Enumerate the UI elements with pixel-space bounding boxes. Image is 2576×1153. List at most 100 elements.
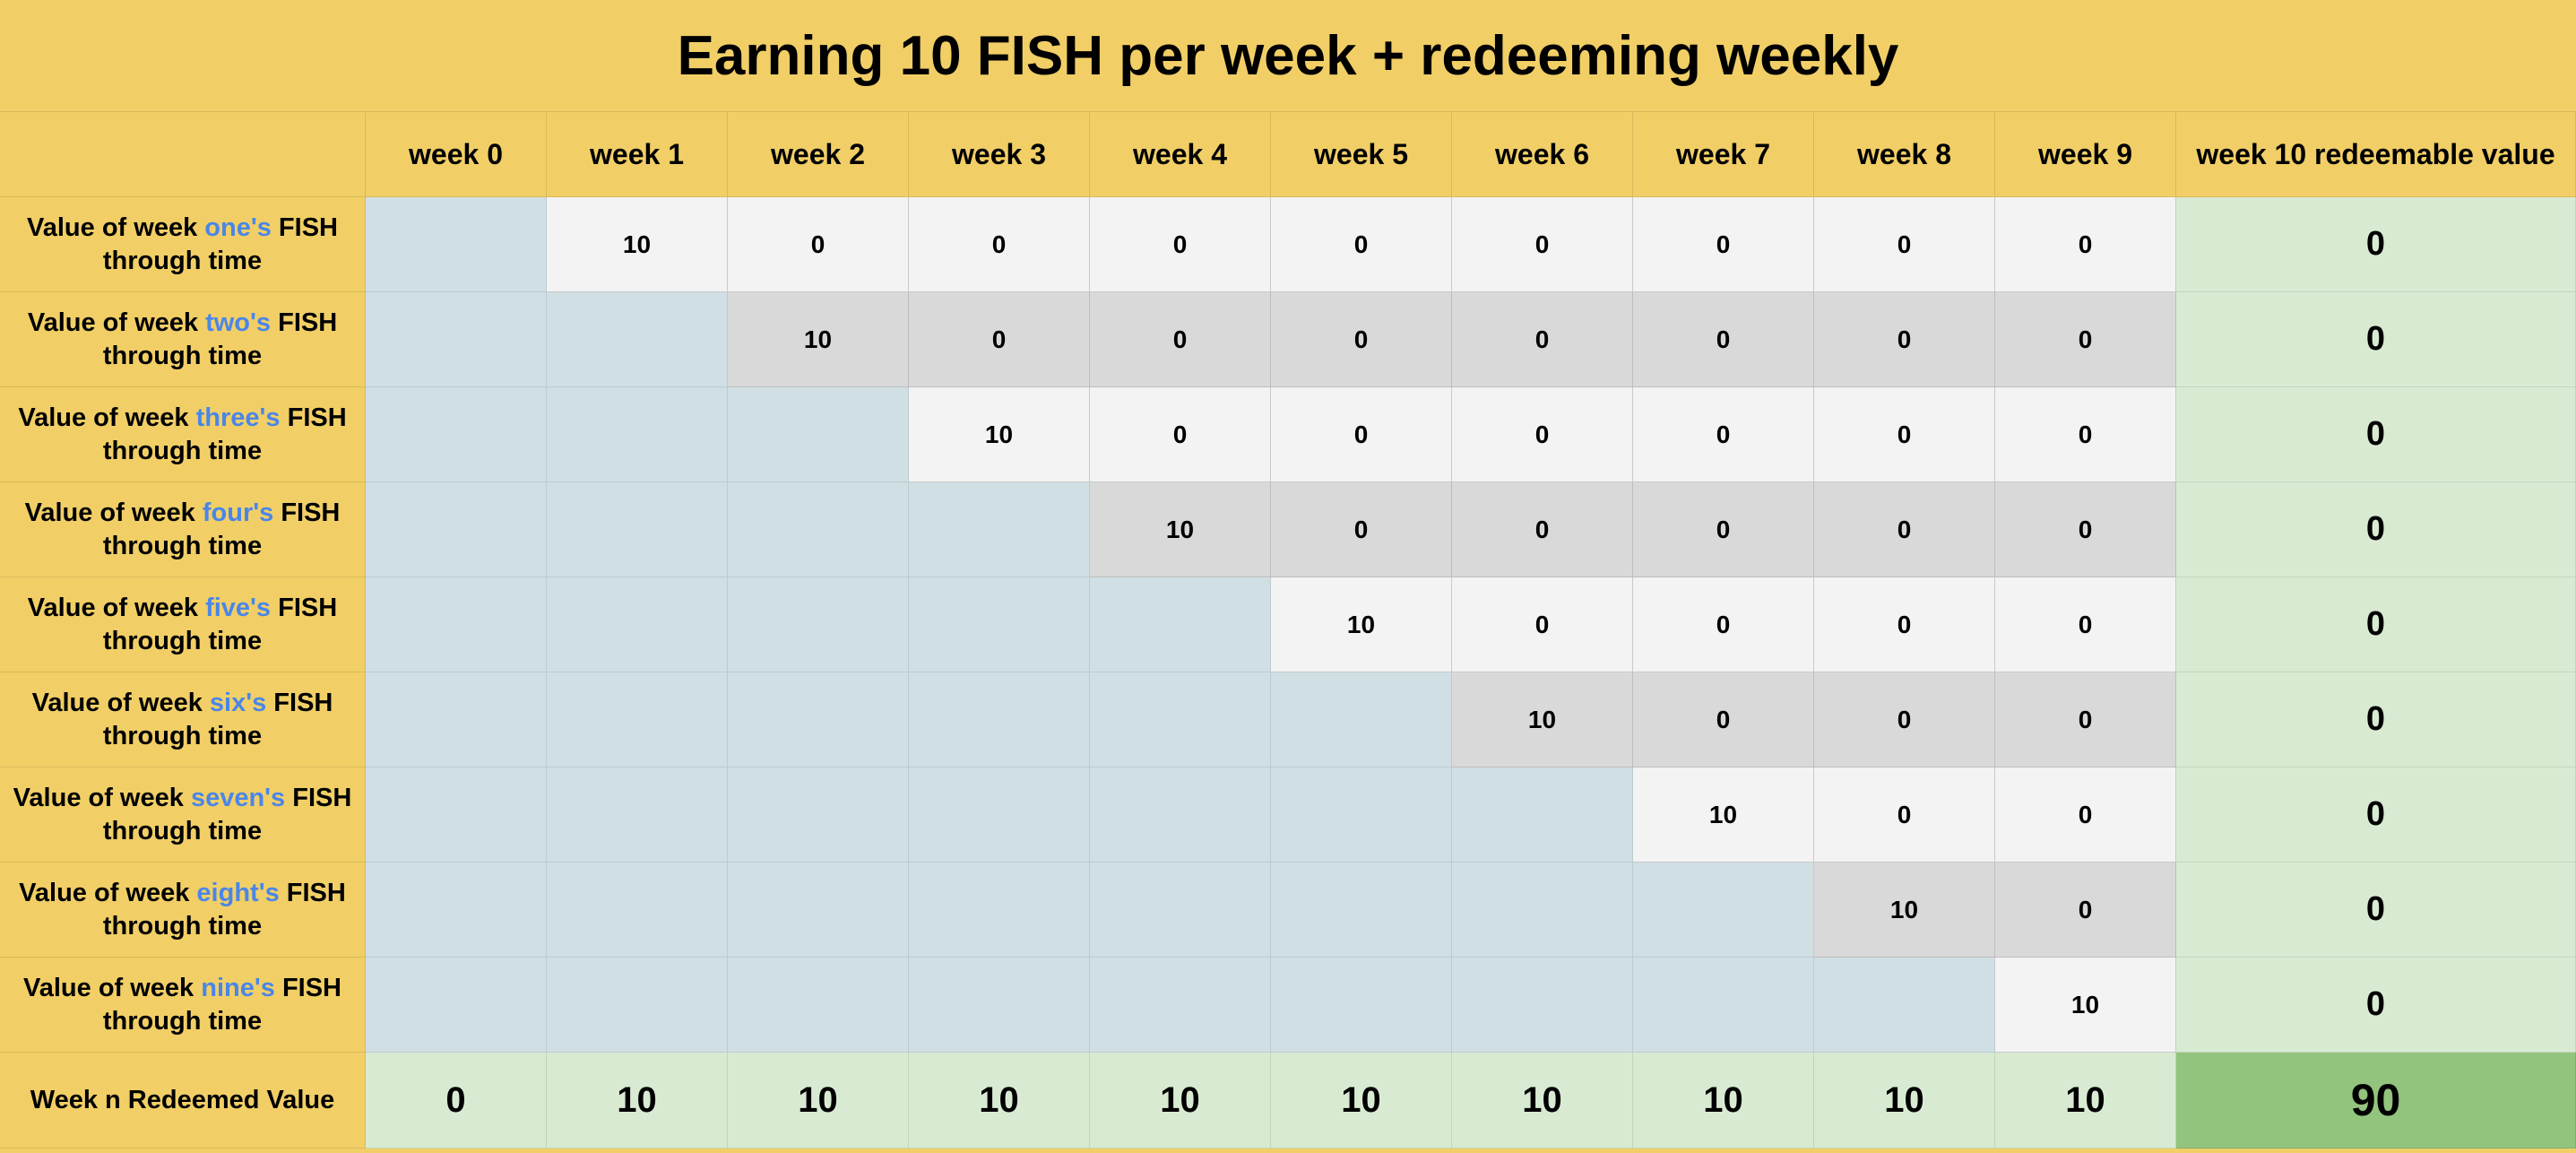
header-week-6[interactable]: week 6 bbox=[1452, 112, 1633, 197]
row-label[interactable]: Value of week nine's FISH through time bbox=[0, 958, 366, 1053]
value-cell[interactable]: 10 bbox=[1633, 767, 1814, 863]
value-cell[interactable]: 0 bbox=[1814, 292, 1995, 387]
empty-cell[interactable] bbox=[1090, 767, 1271, 863]
empty-cell[interactable] bbox=[728, 577, 909, 672]
empty-cell[interactable] bbox=[366, 958, 547, 1053]
empty-cell[interactable] bbox=[547, 292, 728, 387]
empty-cell[interactable] bbox=[547, 387, 728, 482]
value-cell[interactable]: 10 bbox=[1271, 577, 1452, 672]
empty-cell[interactable] bbox=[547, 767, 728, 863]
value-cell[interactable]: 0 bbox=[1633, 292, 1814, 387]
row-label[interactable]: Value of week seven's FISH through time bbox=[0, 767, 366, 863]
value-cell[interactable]: 0 bbox=[1995, 672, 2176, 767]
header-week-7[interactable]: week 7 bbox=[1633, 112, 1814, 197]
empty-cell[interactable] bbox=[366, 672, 547, 767]
empty-cell[interactable] bbox=[1090, 958, 1271, 1053]
value-cell[interactable]: 0 bbox=[1271, 387, 1452, 482]
empty-cell[interactable] bbox=[547, 958, 728, 1053]
row-total-cell[interactable]: 0 bbox=[2176, 482, 2576, 577]
value-cell[interactable]: 10 bbox=[1452, 672, 1633, 767]
value-cell[interactable]: 0 bbox=[1633, 672, 1814, 767]
empty-cell[interactable] bbox=[366, 387, 547, 482]
empty-cell[interactable] bbox=[728, 958, 909, 1053]
grand-total-cell[interactable]: 90 bbox=[2176, 1053, 2576, 1149]
value-cell[interactable]: 0 bbox=[728, 197, 909, 292]
empty-cell[interactable] bbox=[1452, 767, 1633, 863]
value-cell[interactable]: 0 bbox=[1271, 197, 1452, 292]
header-week-1[interactable]: week 1 bbox=[547, 112, 728, 197]
header-week-5[interactable]: week 5 bbox=[1271, 112, 1452, 197]
value-cell[interactable]: 10 bbox=[547, 197, 728, 292]
header-week-3[interactable]: week 3 bbox=[909, 112, 1090, 197]
footer-value-week-4[interactable]: 10 bbox=[1090, 1053, 1271, 1149]
header-week-9[interactable]: week 9 bbox=[1995, 112, 2176, 197]
empty-cell[interactable] bbox=[547, 577, 728, 672]
value-cell[interactable]: 0 bbox=[1452, 387, 1633, 482]
header-redeemable-value[interactable]: week 10 redeemable value bbox=[2176, 112, 2576, 197]
value-cell[interactable]: 0 bbox=[1633, 387, 1814, 482]
footer-value-week-1[interactable]: 10 bbox=[547, 1053, 728, 1149]
empty-cell[interactable] bbox=[1452, 863, 1633, 958]
value-cell[interactable]: 0 bbox=[1814, 767, 1995, 863]
value-cell[interactable]: 0 bbox=[1995, 292, 2176, 387]
value-cell[interactable]: 0 bbox=[1633, 197, 1814, 292]
footer-value-week-9[interactable]: 10 bbox=[1995, 1053, 2176, 1149]
value-cell[interactable]: 0 bbox=[1995, 577, 2176, 672]
value-cell[interactable]: 0 bbox=[1633, 482, 1814, 577]
value-cell[interactable]: 0 bbox=[1995, 482, 2176, 577]
value-cell[interactable]: 0 bbox=[909, 292, 1090, 387]
value-cell[interactable]: 10 bbox=[909, 387, 1090, 482]
row-total-cell[interactable]: 0 bbox=[2176, 197, 2576, 292]
empty-cell[interactable] bbox=[728, 482, 909, 577]
value-cell[interactable]: 0 bbox=[909, 197, 1090, 292]
value-cell[interactable]: 0 bbox=[1452, 197, 1633, 292]
empty-cell[interactable] bbox=[1090, 863, 1271, 958]
empty-cell[interactable] bbox=[909, 482, 1090, 577]
value-cell[interactable]: 10 bbox=[1995, 958, 2176, 1053]
header-week-4[interactable]: week 4 bbox=[1090, 112, 1271, 197]
row-label[interactable]: Value of week one's FISH through time bbox=[0, 197, 366, 292]
value-cell[interactable]: 0 bbox=[1814, 482, 1995, 577]
header-week-8[interactable]: week 8 bbox=[1814, 112, 1995, 197]
empty-cell[interactable] bbox=[366, 767, 547, 863]
row-label[interactable]: Value of week three's FISH through time bbox=[0, 387, 366, 482]
empty-cell[interactable] bbox=[909, 577, 1090, 672]
empty-cell[interactable] bbox=[1633, 863, 1814, 958]
value-cell[interactable]: 0 bbox=[1995, 387, 2176, 482]
footer-value-week-8[interactable]: 10 bbox=[1814, 1053, 1995, 1149]
value-cell[interactable]: 0 bbox=[1452, 482, 1633, 577]
empty-cell[interactable] bbox=[366, 197, 547, 292]
row-label[interactable]: Value of week eight's FISH through time bbox=[0, 863, 366, 958]
value-cell[interactable]: 0 bbox=[1090, 387, 1271, 482]
value-cell[interactable]: 10 bbox=[728, 292, 909, 387]
row-total-cell[interactable]: 0 bbox=[2176, 958, 2576, 1053]
value-cell[interactable]: 0 bbox=[1452, 577, 1633, 672]
row-label[interactable]: Value of week two's FISH through time bbox=[0, 292, 366, 387]
value-cell[interactable]: 0 bbox=[1995, 767, 2176, 863]
footer-value-week-0[interactable]: 0 bbox=[366, 1053, 547, 1149]
value-cell[interactable]: 0 bbox=[1271, 482, 1452, 577]
empty-cell[interactable] bbox=[1814, 958, 1995, 1053]
empty-cell[interactable] bbox=[547, 672, 728, 767]
empty-cell[interactable] bbox=[728, 672, 909, 767]
row-total-cell[interactable]: 0 bbox=[2176, 672, 2576, 767]
empty-cell[interactable] bbox=[728, 387, 909, 482]
header-corner-cell[interactable] bbox=[0, 112, 366, 197]
row-total-cell[interactable]: 0 bbox=[2176, 863, 2576, 958]
empty-cell[interactable] bbox=[909, 863, 1090, 958]
value-cell[interactable]: 10 bbox=[1814, 863, 1995, 958]
value-cell[interactable]: 0 bbox=[1090, 292, 1271, 387]
empty-cell[interactable] bbox=[1271, 863, 1452, 958]
row-label[interactable]: Value of week five's FISH through time bbox=[0, 577, 366, 672]
empty-cell[interactable] bbox=[909, 958, 1090, 1053]
row-label[interactable]: Value of week six's FISH through time bbox=[0, 672, 366, 767]
empty-cell[interactable] bbox=[1090, 672, 1271, 767]
row-total-cell[interactable]: 0 bbox=[2176, 767, 2576, 863]
footer-value-week-6[interactable]: 10 bbox=[1452, 1053, 1633, 1149]
empty-cell[interactable] bbox=[547, 482, 728, 577]
empty-cell[interactable] bbox=[1271, 767, 1452, 863]
row-total-cell[interactable]: 0 bbox=[2176, 292, 2576, 387]
empty-cell[interactable] bbox=[1271, 672, 1452, 767]
sheet-title[interactable]: Earning 10 FISH per week + redeeming wee… bbox=[0, 0, 2576, 112]
value-cell[interactable]: 0 bbox=[1814, 672, 1995, 767]
